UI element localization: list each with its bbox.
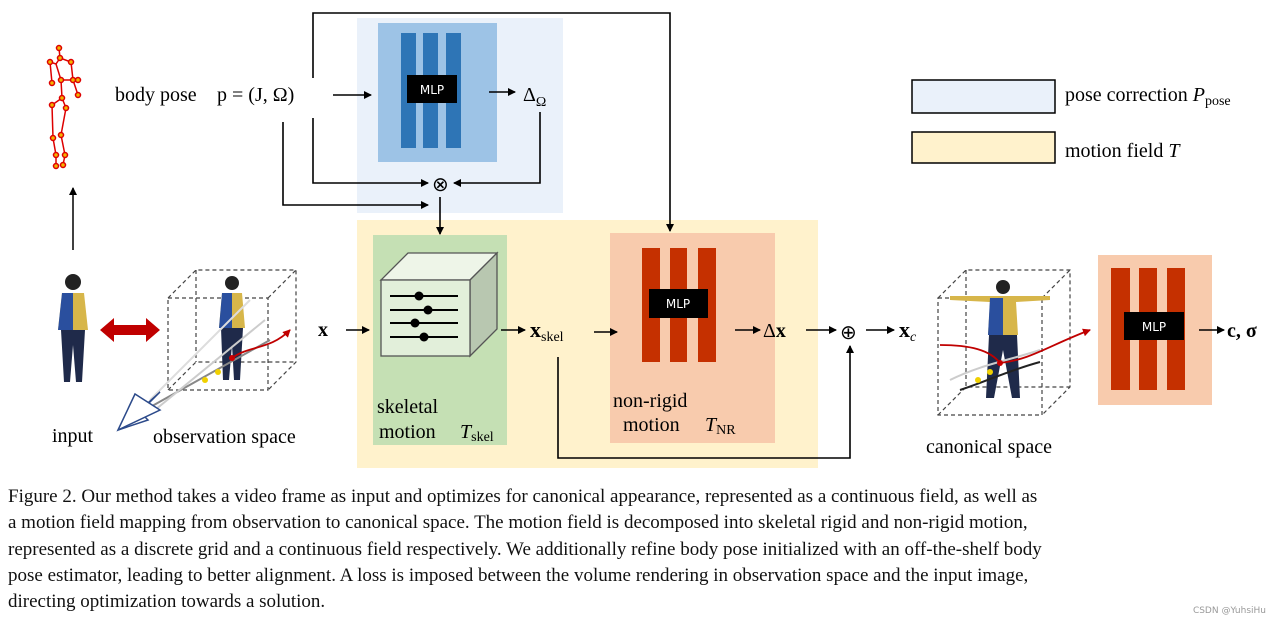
- svg-text:skeletal: skeletal: [377, 396, 439, 418]
- non-rigid-motion-block: MLP: [610, 233, 775, 443]
- delta-x-label: Δx: [763, 320, 786, 342]
- c-sigma-label: c, σ: [1227, 320, 1257, 342]
- grid-cube-icon: [379, 251, 499, 358]
- pose-correction-block: MLP: [357, 18, 563, 213]
- pose-equation: p = (J, Ω): [217, 84, 294, 106]
- canonical-person-image: [939, 280, 1091, 398]
- x-skel-label: xskel: [530, 317, 564, 345]
- svg-text:input: input: [52, 425, 94, 447]
- pose-mlp: [407, 75, 457, 103]
- canonical-space-cube: [937, 269, 1071, 416]
- svg-text:MLP: MLP: [666, 297, 690, 311]
- input-person-image: [58, 274, 88, 382]
- svg-text:non-rigid: non-rigid: [613, 390, 687, 412]
- observation-person-image: [219, 276, 245, 380]
- svg-text:motion: motion: [623, 414, 680, 436]
- svg-text:observation space: observation space: [153, 426, 296, 448]
- svg-text:motion: motion: [379, 421, 436, 443]
- x-c-label: xc: [899, 317, 917, 345]
- multiply-icon: ⊗: [432, 174, 449, 196]
- figure-caption: Figure 2. Our method takes a video frame…: [8, 486, 1042, 613]
- svg-text:body pose: body pose: [115, 84, 197, 106]
- t-nr-label: TNR: [705, 414, 736, 438]
- canonical-mlp-block: MLP: [1098, 255, 1212, 405]
- legend: pose correction Ppose motion field T: [911, 79, 1231, 164]
- svg-text:canonical space: canonical space: [926, 436, 1052, 458]
- camera-ray: [116, 299, 291, 432]
- watermark: CSDN @YuhsiHu: [1192, 606, 1266, 616]
- double-arrow-icon: [100, 318, 160, 342]
- svg-text:MLP: MLP: [420, 83, 444, 97]
- t-skel-label: Tskel: [460, 421, 494, 445]
- connector-arrows: [282, 12, 1225, 459]
- skeleton-icon: [46, 44, 82, 170]
- legend-pose-correction: pose correction Ppose: [1065, 84, 1231, 109]
- svg-text:MLP: MLP: [1142, 320, 1166, 334]
- svg-text:x: x: [318, 319, 328, 341]
- legend-motion-field: motion field T: [1065, 140, 1181, 162]
- add-icon: ⊕: [840, 322, 857, 344]
